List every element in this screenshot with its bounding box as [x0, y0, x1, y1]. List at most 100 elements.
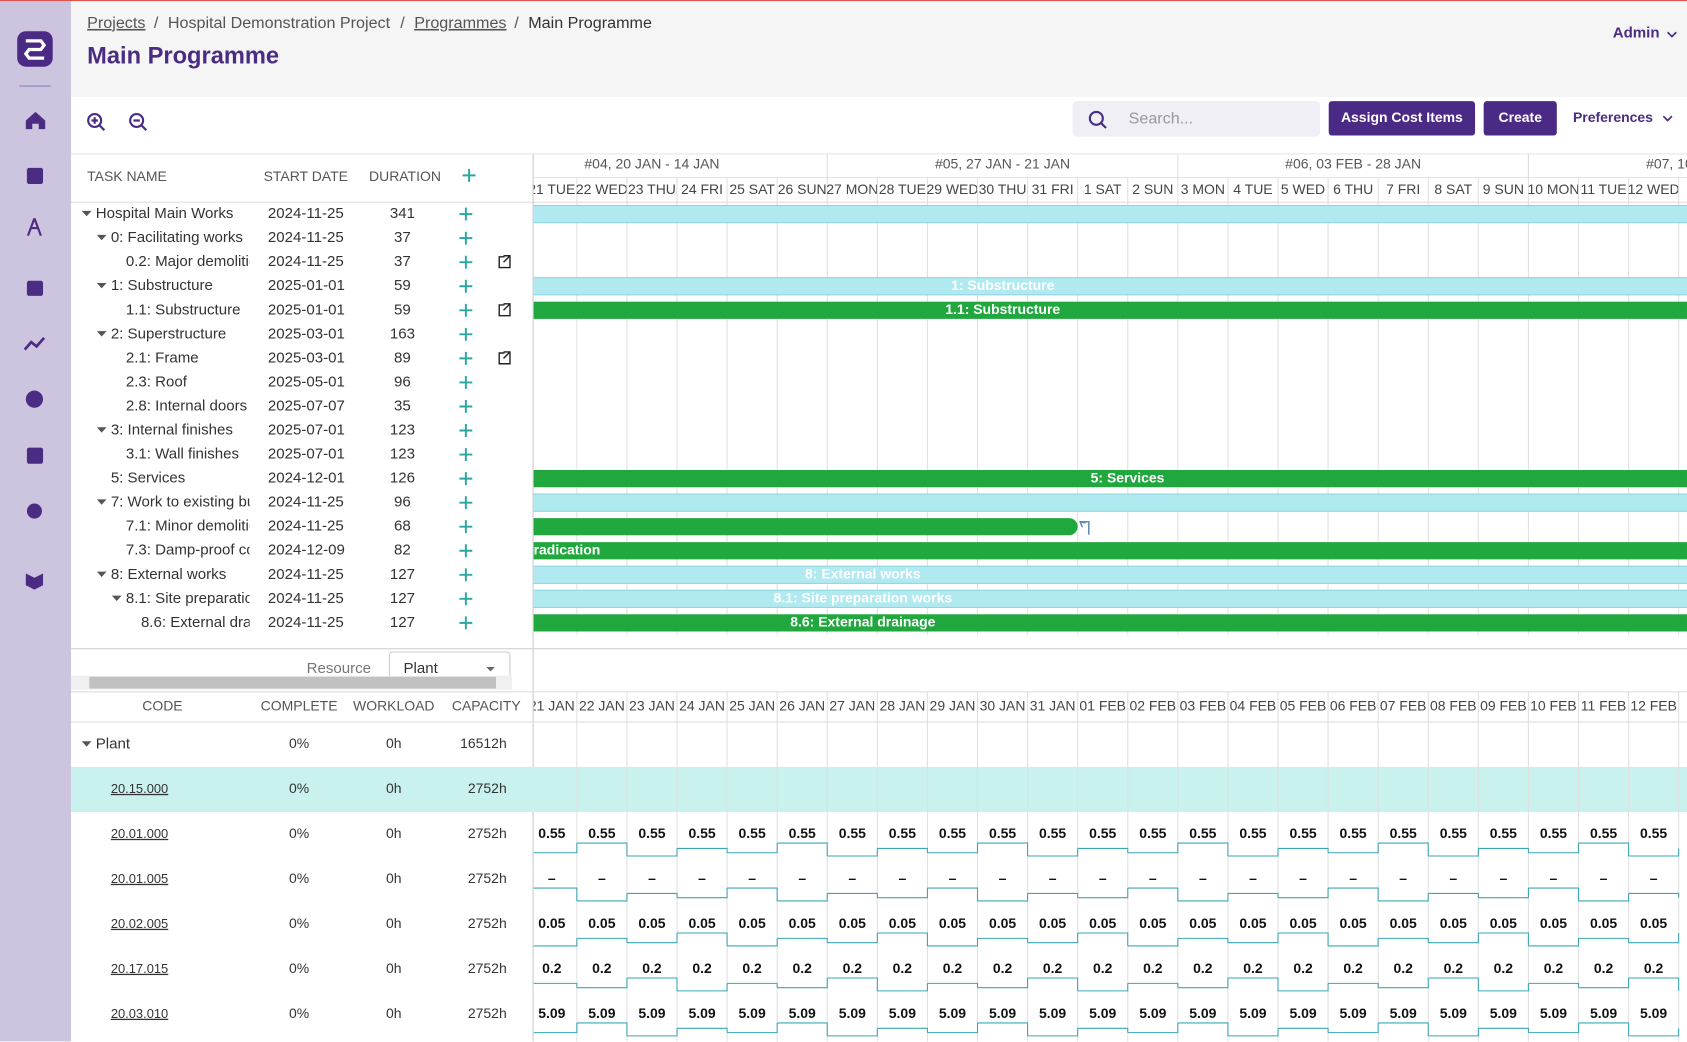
add-button[interactable]: [459, 472, 473, 486]
add-button[interactable]: [459, 303, 473, 317]
collapse-caret[interactable]: [81, 210, 92, 217]
load-step: [677, 888, 728, 899]
crumb-separator: /: [514, 14, 519, 32]
compass-icon[interactable]: [26, 218, 42, 236]
load-value: –: [1600, 870, 1608, 886]
add-button[interactable]: [459, 616, 473, 630]
add-button[interactable]: [459, 279, 473, 293]
load-value: –: [1650, 870, 1658, 886]
collapse-caret[interactable]: [111, 595, 122, 601]
resource-code[interactable]: 20.15.000: [111, 781, 168, 796]
load-step: [927, 938, 979, 947]
assign-button[interactable]: [1328, 101, 1476, 136]
zoom-in[interactable]: [87, 112, 103, 129]
preferences-menu[interactable]: Preferences: [1573, 109, 1653, 125]
add-button[interactable]: [462, 168, 476, 182]
user-chevron[interactable]: [1667, 31, 1677, 38]
open-link[interactable]: [498, 303, 511, 317]
load-value: 0.05: [1340, 915, 1367, 931]
resource-workload: 0h: [386, 1005, 402, 1021]
task-start: 2024-11-25: [268, 494, 344, 511]
resource-complete: 0%: [289, 960, 309, 976]
add-button[interactable]: [459, 544, 473, 558]
scrollbar-thumb[interactable]: [89, 676, 496, 689]
open-link[interactable]: [498, 255, 511, 269]
day-header: 01 FEB: [1079, 698, 1126, 714]
collapse-caret[interactable]: [96, 571, 107, 577]
add-button[interactable]: [459, 231, 473, 245]
load-step: [576, 977, 628, 989]
resource-code[interactable]: 20.17.015: [111, 961, 168, 976]
collapse-caret[interactable]: [96, 283, 107, 289]
load-value: 0.2: [1043, 960, 1063, 976]
load-value: 0.05: [939, 915, 966, 931]
collapse-caret[interactable]: [96, 427, 107, 433]
crumb-link[interactable]: Programmes: [414, 14, 506, 32]
task-duration: 59: [394, 277, 411, 294]
collapse-caret[interactable]: [96, 499, 107, 505]
task-duration: 59: [394, 301, 411, 318]
add-button[interactable]: [459, 375, 473, 389]
home-icon[interactable]: [25, 111, 46, 130]
load-value: –: [1449, 870, 1457, 886]
add-button[interactable]: [459, 351, 473, 365]
load-value: 0.05: [989, 915, 1016, 931]
add-button[interactable]: [459, 496, 473, 510]
load-value: –: [1499, 870, 1507, 886]
resource-code[interactable]: 20.03.010: [111, 1006, 168, 1021]
load-value: 0.55: [839, 825, 866, 841]
button-label[interactable]: Assign Cost Items: [1341, 109, 1463, 125]
resource-code[interactable]: 20.01.005: [111, 871, 168, 886]
report-icon[interactable]: [26, 447, 44, 464]
chart-icon[interactable]: [23, 336, 46, 351]
day-header: 24 FRI: [681, 181, 723, 197]
add-button[interactable]: [459, 448, 473, 462]
resource-code[interactable]: 20.02.005: [111, 916, 168, 931]
load-step: [1528, 843, 1580, 854]
task-start: 2025-07-01: [268, 422, 345, 439]
add-button[interactable]: [459, 424, 473, 437]
calc-icon[interactable]: [26, 167, 44, 184]
task-name: 8.6: External drainage: [141, 614, 288, 631]
load-value: 0.05: [1490, 915, 1517, 931]
button-label[interactable]: Create: [1498, 109, 1542, 125]
learn-icon[interactable]: [25, 573, 44, 590]
zoom-out[interactable]: [129, 112, 145, 129]
open-link[interactable]: [498, 351, 511, 365]
bar-label: 8: External works: [805, 565, 921, 581]
add-button[interactable]: [459, 327, 473, 341]
preferences-chevron[interactable]: [1662, 115, 1673, 122]
day-header: 5 WED: [1281, 181, 1325, 197]
add-button[interactable]: [459, 400, 473, 413]
task-duration: 82: [394, 542, 411, 559]
user-menu[interactable]: Admin: [1613, 24, 1660, 41]
search-box[interactable]: [1072, 101, 1321, 137]
bag-icon[interactable]: [26, 280, 44, 296]
column-header: TASK NAME: [87, 168, 167, 184]
load-step: [1027, 933, 1079, 944]
collapse-caret[interactable]: [96, 331, 107, 337]
settings-icon[interactable]: [26, 503, 42, 519]
add-button[interactable]: [459, 592, 473, 606]
collapse-caret[interactable]: [81, 741, 92, 747]
bar-label: 8.6: External drainage: [790, 614, 935, 630]
add-button[interactable]: [459, 568, 473, 582]
load-step: [827, 977, 878, 991]
crumb-link[interactable]: Projects: [87, 14, 145, 32]
load-value: 5.09: [1390, 1005, 1417, 1021]
load-step: [533, 1022, 578, 1034]
load-value: 5.09: [638, 1005, 665, 1021]
create-button[interactable]: [1483, 101, 1557, 136]
resource-code[interactable]: 20.01.000: [111, 826, 168, 841]
column-header: START DATE: [264, 168, 348, 184]
add-button[interactable]: [459, 520, 473, 534]
add-button[interactable]: [459, 255, 473, 269]
add-button[interactable]: [459, 207, 473, 221]
collapse-caret[interactable]: [96, 234, 107, 241]
load-step: [1478, 1027, 1529, 1033]
aperture-icon[interactable]: [25, 390, 44, 408]
load-step: [1027, 892, 1079, 898]
load-step: [1077, 932, 1129, 946]
load-value: 0.2: [1243, 960, 1263, 976]
load-step: [1478, 847, 1529, 853]
